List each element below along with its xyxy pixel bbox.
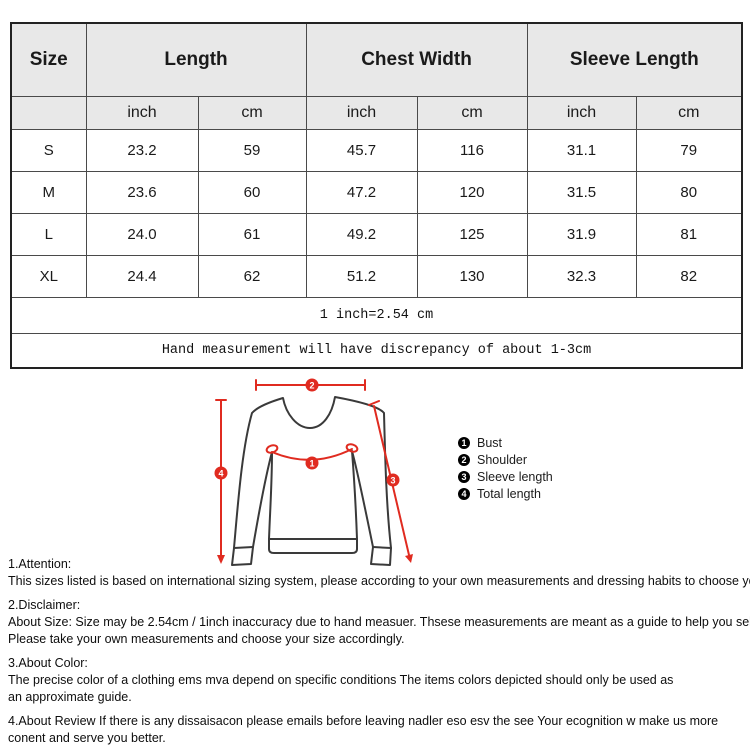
measurement-legend: 1 Bust 2 Shoulder 3 Sleeve length 4 Tota… xyxy=(458,434,553,502)
unit-header: cm xyxy=(635,95,743,130)
value-cell: 116 xyxy=(416,128,528,172)
size-cell: L xyxy=(10,212,87,256)
value-cell: 59 xyxy=(197,128,307,172)
legend-label: Total length xyxy=(477,486,541,501)
legend-item-shoulder: 2 Shoulder xyxy=(458,451,553,468)
unit-header: cm xyxy=(416,95,528,130)
sweater-measurement-diagram: 2 4 1 3 xyxy=(214,378,413,566)
value-cell: 45.7 xyxy=(305,128,418,172)
number-2-badge-icon: 2 xyxy=(458,453,470,466)
unit-header: cm xyxy=(197,95,307,130)
table-row: XL 24.4 62 51.2 130 32.3 82 xyxy=(10,254,743,298)
section-line: conent and serve you better. xyxy=(8,731,166,745)
value-cell: 51.2 xyxy=(305,254,418,298)
legend-label: Bust xyxy=(477,435,503,450)
callout-2-circle xyxy=(305,378,319,392)
number-4-badge-icon: 4 xyxy=(458,487,470,500)
section-line: Please take your own measurements and ch… xyxy=(8,632,405,646)
section-line: an approximate guide. xyxy=(8,690,132,704)
attention-section: 1.Attention: This sizes listed is based … xyxy=(8,556,750,590)
value-cell: 49.2 xyxy=(305,212,418,256)
value-cell: 125 xyxy=(416,212,528,256)
col-header-length: Length xyxy=(85,22,307,97)
inch-conversion-note: 1 inch=2.54 cm xyxy=(10,296,743,334)
callout-1-circle xyxy=(305,456,319,470)
legend-item-total-length: 4 Total length xyxy=(458,485,553,502)
sweater-outline xyxy=(231,396,392,566)
size-chart-table: Size Length Chest Width Sleeve Length in… xyxy=(10,22,744,369)
value-cell: 23.6 xyxy=(85,170,199,214)
section-line: The precise color of a clothing ems mva … xyxy=(8,673,674,687)
col-header-size: Size xyxy=(10,22,87,97)
size-cell: M xyxy=(10,170,87,214)
legend-item-sleeve-length: 3 Sleeve length xyxy=(458,468,553,485)
section-line: This sizes listed is based on internatio… xyxy=(8,574,750,588)
value-cell: 61 xyxy=(197,212,307,256)
col-header-sleeve-length: Sleeve Length xyxy=(526,22,743,97)
table-row: L 24.0 61 49.2 125 31.9 81 xyxy=(10,212,743,256)
number-1-badge-icon: 1 xyxy=(458,436,470,449)
legend-item-bust: 1 Bust xyxy=(458,434,553,451)
arrow-down-icon xyxy=(217,555,225,564)
armpit-right-marker xyxy=(345,443,359,453)
table-row: M 23.6 60 47.2 120 31.5 80 xyxy=(10,170,743,214)
callout-3-circle xyxy=(386,473,400,487)
legend-label: Sleeve length xyxy=(477,469,553,484)
value-cell: 24.4 xyxy=(85,254,199,298)
callout-4-number: 4 xyxy=(218,469,223,479)
legend-label: Shoulder xyxy=(477,452,528,467)
section-line: 4.About Review If there is any dissaisac… xyxy=(8,714,719,728)
callout-4-circle xyxy=(214,466,228,480)
value-cell: 23.2 xyxy=(85,128,199,172)
value-cell: 82 xyxy=(635,254,743,298)
table-note-row: Hand measurement will have discrepancy o… xyxy=(10,332,743,369)
section-line: About Size: Size may be 2.54cm / 1inch i… xyxy=(8,615,750,629)
unit-header: inch xyxy=(305,95,418,130)
callout-1-number: 1 xyxy=(309,459,314,469)
table-row: S 23.2 59 45.7 116 31.1 79 xyxy=(10,128,743,172)
table-header-row: Size Length Chest Width Sleeve Length xyxy=(10,22,743,97)
number-3-badge-icon: 3 xyxy=(458,470,470,483)
section-heading: 3.About Color: xyxy=(8,656,88,670)
callout-badges: 2 4 1 3 xyxy=(214,378,400,487)
value-cell: 47.2 xyxy=(305,170,418,214)
value-cell: 62 xyxy=(197,254,307,298)
section-heading: 2.Disclaimer: xyxy=(8,598,81,612)
value-cell: 32.3 xyxy=(526,254,637,298)
col-header-chest-width: Chest Width xyxy=(305,22,528,97)
callout-3-number: 3 xyxy=(390,476,395,486)
value-cell: 31.9 xyxy=(526,212,637,256)
arrow-down-right-icon xyxy=(405,554,413,563)
about-color-section: 3.About Color: The precise color of a cl… xyxy=(8,655,746,706)
callout-2-number: 2 xyxy=(309,381,314,391)
size-cell: S xyxy=(10,128,87,172)
value-cell: 31.1 xyxy=(526,128,637,172)
section-heading: 1.Attention: xyxy=(8,557,72,571)
value-cell: 31.5 xyxy=(526,170,637,214)
value-cell: 79 xyxy=(635,128,743,172)
table-units-row: inch cm inch cm inch cm xyxy=(10,95,743,130)
value-cell: 80 xyxy=(635,170,743,214)
notes-text-block: 1.Attention: This sizes listed is based … xyxy=(8,556,750,750)
value-cell: 60 xyxy=(197,170,307,214)
units-blank-cell xyxy=(10,95,87,130)
value-cell: 120 xyxy=(416,170,528,214)
hand-measurement-note: Hand measurement will have discrepancy o… xyxy=(10,332,743,369)
table-note-row: 1 inch=2.54 cm xyxy=(10,296,743,334)
value-cell: 130 xyxy=(416,254,528,298)
measurement-lines xyxy=(215,379,413,564)
value-cell: 24.0 xyxy=(85,212,199,256)
unit-header: inch xyxy=(85,95,199,130)
value-cell: 81 xyxy=(635,212,743,256)
unit-header: inch xyxy=(526,95,637,130)
disclaimer-section: 2.Disclaimer: About Size: Size may be 2.… xyxy=(8,597,750,648)
size-cell: XL xyxy=(10,254,87,298)
about-review-section: 4.About Review If there is any dissaisac… xyxy=(8,713,746,747)
